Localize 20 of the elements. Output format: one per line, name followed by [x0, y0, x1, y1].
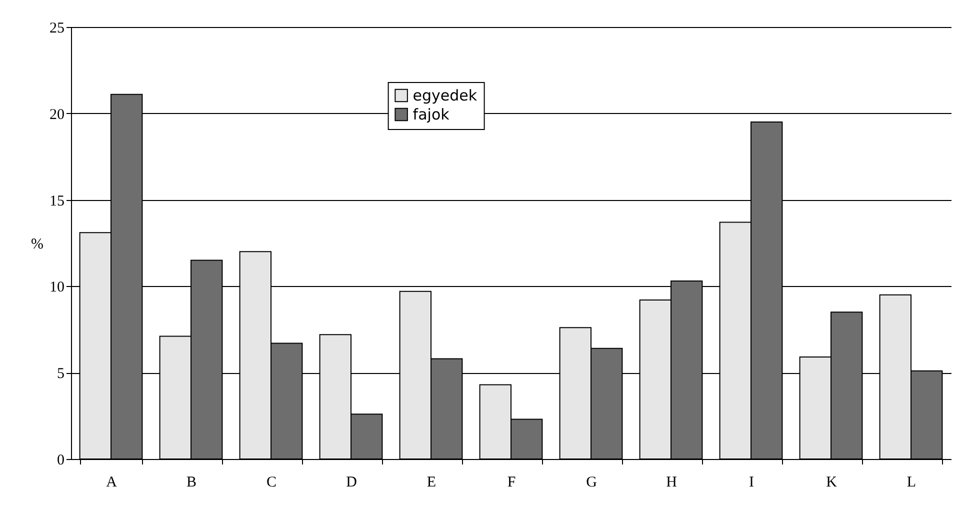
- y-tick-label: 15: [50, 193, 64, 210]
- x-tick-label: B: [186, 474, 197, 490]
- x-tick-label: C: [266, 474, 277, 490]
- x-tick-label: A: [106, 474, 118, 490]
- y-tick-label: 25: [50, 20, 64, 36]
- x-tick-label: D: [346, 474, 358, 490]
- y-tick-label: 5: [57, 366, 64, 382]
- legend-label: fajok: [412, 106, 450, 124]
- x-tick-label: L: [906, 474, 916, 490]
- y-tick-label: 20: [50, 106, 64, 123]
- x-tick-label: E: [426, 474, 436, 490]
- x-tick-label: I: [749, 474, 754, 490]
- x-tick-label: H: [666, 474, 678, 490]
- x-tick-label: K: [826, 474, 838, 490]
- y-tick-label: 10: [50, 280, 64, 296]
- y-tick-label: 0: [57, 452, 64, 468]
- x-tick-label: F: [507, 474, 516, 490]
- y-axis-title: %: [31, 236, 44, 252]
- legend-label: egyedek: [412, 86, 478, 104]
- x-tick-label: G: [586, 474, 598, 490]
